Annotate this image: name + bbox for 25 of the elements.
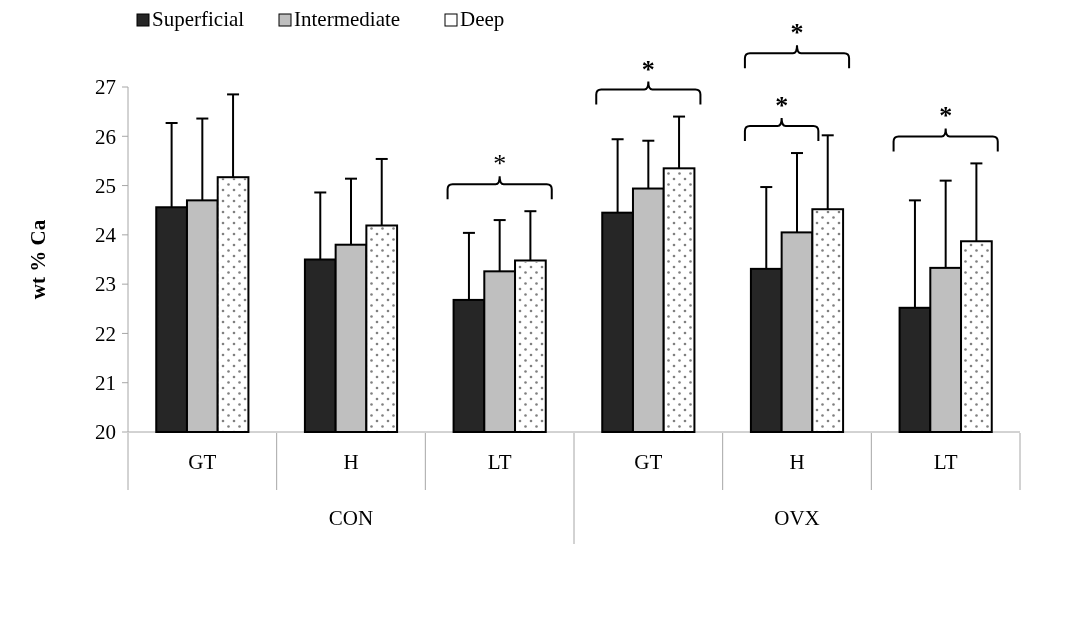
y-tick-label: 22 — [95, 321, 116, 346]
legend-label: Superficial — [152, 7, 245, 31]
text: * — [790, 18, 804, 48]
x-tick-label: GT — [188, 450, 217, 474]
annotation: * — [775, 91, 789, 121]
x-tick-label: LT — [487, 450, 512, 474]
y-tick-label: 27 — [95, 75, 116, 100]
annotation: * — [493, 149, 507, 179]
y-tick-label: 21 — [95, 371, 116, 396]
x-tick-label: GT — [634, 450, 663, 474]
x-tick-label: H — [789, 450, 805, 474]
annotation: * — [939, 101, 953, 131]
legend-label: Deep — [460, 7, 505, 31]
y-axis-title: wt % Ca — [26, 219, 50, 300]
text: CON — [328, 506, 374, 530]
x-tick-label: LT — [933, 450, 958, 474]
y-tick-label: 20 — [95, 420, 116, 445]
y-tick-label: 25 — [95, 173, 116, 198]
y-tick-label: 26 — [95, 124, 116, 149]
legend-label: Intermediate — [294, 7, 401, 31]
y-tick-label: 24 — [95, 223, 117, 248]
text: OVX — [774, 506, 820, 530]
x-tick-label: H — [343, 450, 359, 474]
text: * — [641, 54, 655, 84]
y-tick-label: 23 — [95, 272, 116, 297]
